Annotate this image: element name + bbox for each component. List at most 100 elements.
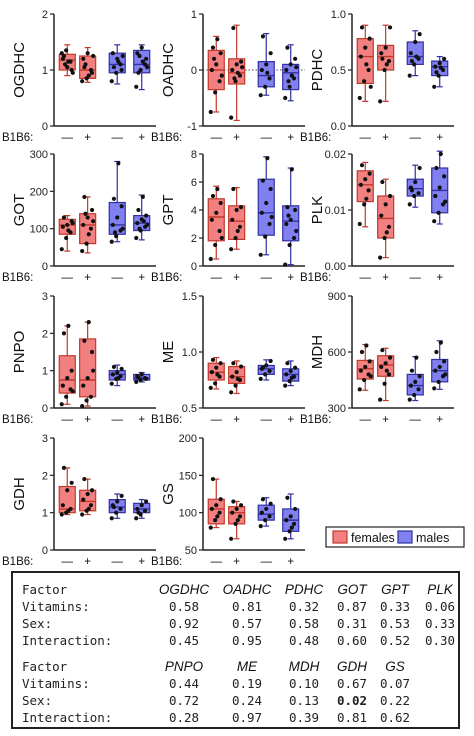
data-point	[436, 210, 441, 215]
box-males-b1b6-minus	[108, 493, 126, 521]
b1b6-minus: —	[260, 272, 272, 284]
row-label-factor: Factor	[22, 582, 68, 597]
data-point	[218, 361, 223, 366]
data-point	[416, 387, 421, 392]
data-point	[417, 32, 422, 37]
box-females-b1b6-minus	[207, 35, 225, 115]
data-point	[81, 383, 86, 388]
y-tick-label: 1.5	[182, 291, 197, 303]
data-point	[284, 67, 289, 73]
data-point	[134, 516, 139, 521]
data-point	[116, 376, 121, 381]
data-point	[60, 503, 65, 508]
data-point	[384, 62, 389, 67]
data-point	[364, 62, 369, 67]
data-point	[61, 215, 67, 220]
data-point	[417, 374, 422, 379]
data-point	[368, 374, 373, 379]
data-point	[443, 372, 448, 377]
y-tick-label: 2	[191, 233, 197, 245]
data-point	[65, 488, 70, 493]
y-tick-label: 300	[30, 149, 48, 161]
data-point	[231, 361, 236, 366]
data-point	[69, 368, 74, 373]
data-point	[382, 67, 387, 73]
data-point	[438, 340, 443, 345]
b1b6-plus: +	[233, 132, 240, 144]
data-point	[137, 226, 142, 231]
data-point	[80, 404, 85, 409]
data-point	[367, 36, 372, 41]
data-point	[86, 232, 91, 237]
box-females-b1b6-minus	[207, 476, 225, 530]
data-point	[378, 397, 383, 402]
data-point	[285, 361, 290, 366]
p-value: 0.92	[168, 616, 200, 631]
data-point	[408, 51, 413, 56]
data-point	[357, 221, 362, 227]
box-males-b1b6-minus	[406, 30, 424, 78]
y-tick-label: 200	[30, 186, 48, 198]
data-point	[235, 518, 240, 523]
y-axis-label: OADHC	[160, 43, 177, 97]
data-point	[116, 59, 121, 64]
data-point	[144, 56, 149, 61]
data-point	[387, 193, 393, 199]
data-point	[413, 39, 418, 45]
data-point	[139, 45, 144, 50]
stats-row-vitamins-2: Vitamins: 0.44 0.19 0.10 0.67 0.07	[13, 674, 458, 694]
box-males-b1b6-plus	[431, 55, 449, 89]
panel-gs: 50 100 150 200 GS B1B6: — + — +	[151, 433, 305, 568]
data-point	[358, 368, 363, 373]
p-value: 0.58	[168, 599, 200, 614]
box-males-b1b6-minus	[108, 160, 126, 244]
data-point	[118, 506, 123, 512]
panel-pnpo: 0 1 2 3 PNPO B1B6: — + — +	[2, 291, 156, 426]
box-females-b1b6-plus	[377, 24, 395, 104]
data-point	[407, 397, 412, 402]
data-point	[115, 370, 120, 375]
box-females-b1b6-plus	[79, 194, 97, 254]
data-point	[215, 37, 220, 42]
y-axis-label: OGDHC	[11, 42, 28, 98]
data-point	[86, 506, 91, 512]
factor-name: PDHC	[284, 582, 324, 597]
data-point	[213, 90, 218, 95]
data-point	[264, 506, 269, 512]
data-point	[237, 224, 243, 229]
data-point	[213, 381, 218, 386]
y-tick-label: 900	[328, 291, 346, 303]
box-males-b1b6-plus	[282, 360, 300, 388]
y-axis-label: PLK	[309, 196, 326, 224]
p-value: 0.60	[336, 633, 368, 648]
data-point	[230, 374, 235, 379]
b1b6-minus: —	[360, 132, 372, 144]
data-point	[258, 93, 263, 98]
data-point	[81, 222, 86, 228]
data-point	[80, 248, 85, 254]
data-point	[69, 480, 74, 485]
data-point	[380, 56, 385, 61]
b1b6-minus: —	[260, 556, 272, 568]
data-point	[258, 376, 263, 381]
data-point	[289, 375, 294, 380]
data-point	[85, 376, 90, 381]
y-tick-label: 0.01	[325, 205, 346, 217]
box-females-b1b6-minus	[58, 44, 76, 77]
data-point	[268, 501, 273, 506]
factor-name: ME	[236, 659, 258, 674]
data-point	[210, 357, 216, 362]
y-axis-label: PDHC	[309, 49, 326, 92]
data-point	[263, 372, 268, 377]
panel-me: 0.5 1.0 1.5 ME B1B6: — + — +	[151, 291, 305, 426]
y-tick-label: 1.0	[331, 9, 346, 21]
data-point	[387, 25, 393, 30]
y-tick-label: 50	[185, 545, 197, 557]
data-point	[145, 65, 150, 70]
p-value: 0.45	[168, 633, 200, 648]
data-point	[263, 84, 268, 89]
box-females-b1b6-plus	[228, 360, 246, 395]
data-point	[409, 368, 415, 373]
data-point	[209, 506, 214, 512]
data-point	[111, 504, 117, 510]
